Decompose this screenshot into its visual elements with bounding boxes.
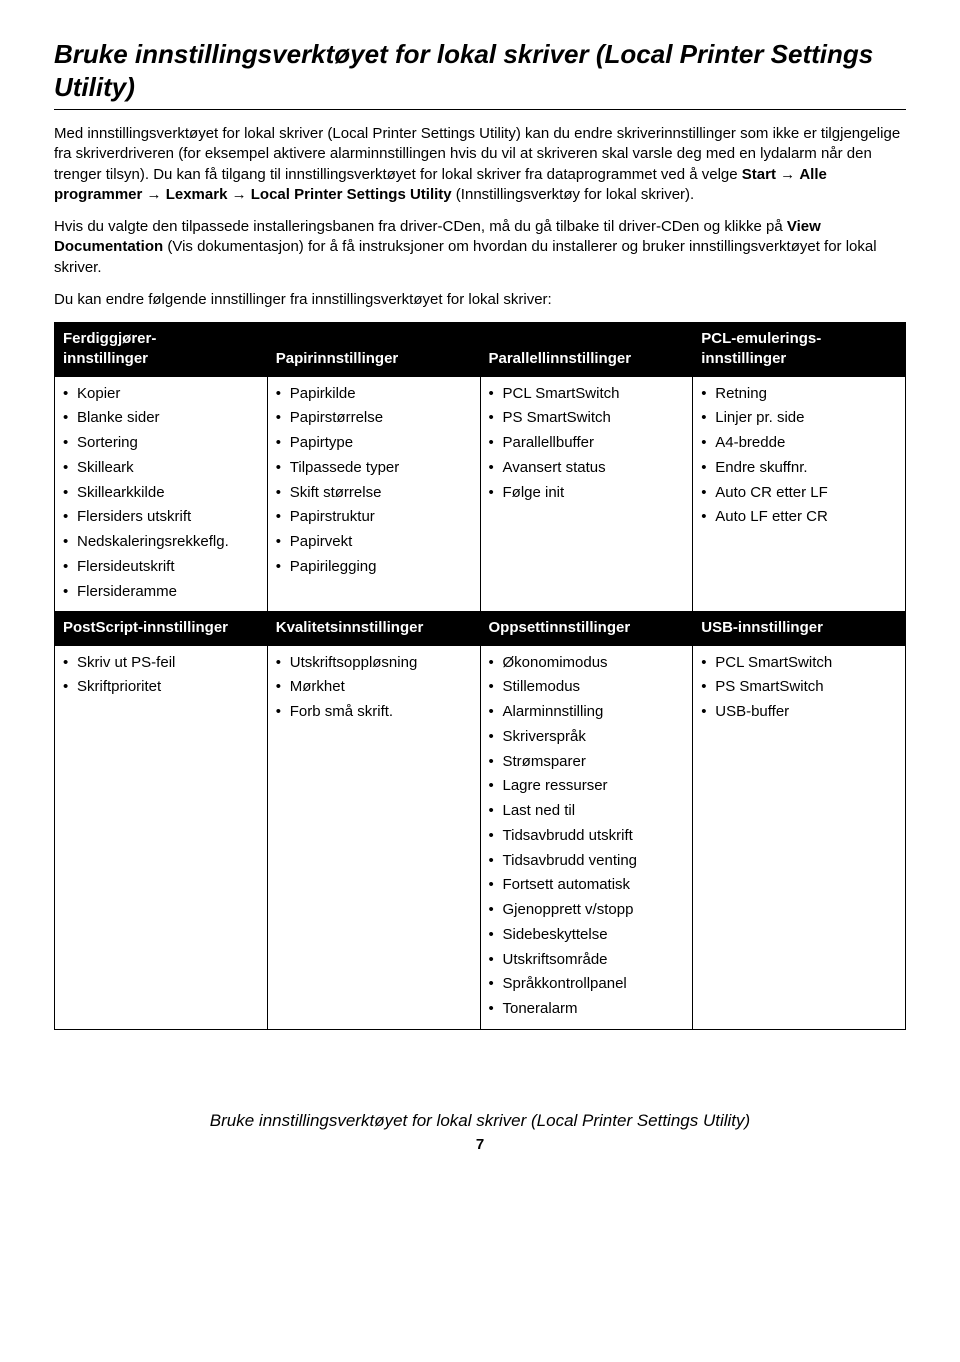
para2-post: (Vis dokumentasjon) for å få instruksjon… [54,238,877,275]
page-title: Bruke innstillingsverktøyet for lokal sk… [54,38,906,110]
header-ferdig: Ferdiggjører- innstillinger [55,323,268,377]
list-item: Følge init [489,482,685,504]
list-item: Sortering [63,432,259,454]
list-item: Tilpassede typer [276,457,472,479]
list-item: Linjer pr. side [701,407,897,429]
list-papir: PapirkildePapirstørrelse Papirtype Tilpass… [276,383,472,578]
lpsu-text: Local Printer Settings Utility [251,186,452,203]
data-row-1: KopierBlanke sider Sortering Skilleark Skil… [55,376,906,612]
list-item: Utskriftsområde [489,949,685,971]
list-item: Alarminnstilling [489,701,685,723]
list-item: Strømsparer [489,751,685,773]
list-item: Skriverspråk [489,726,685,748]
header-row-2: PostScript-innstillinger Kvalitetsinnsti… [55,612,906,645]
list-pcl: RetningLinjer pr. side A4-bredde Endre sku… [701,383,897,529]
list-item: PCL SmartSwitch [701,652,897,674]
list-item: PS SmartSwitch [489,407,685,429]
list-ferdig: KopierBlanke sider Sortering Skilleark Skil… [63,383,259,603]
paragraph-1: Med innstillingsverktøyet for lokal skri… [54,124,906,205]
list-item: Auto LF etter CR [701,506,897,528]
list-item: Stillemodus [489,676,685,698]
list-kvalitet: UtskriftsoppløsningMørkhet Forb små skrif… [276,652,472,723]
arrow1: → [776,166,799,183]
header-pcl: PCL-emulerings- innstillinger [693,323,906,377]
header-row-1: Ferdiggjører- innstillinger Papirinnstil… [55,323,906,377]
cell-ferdig: KopierBlanke sider Sortering Skilleark Skil… [55,376,268,612]
paragraph-3: Du kan endre følgende innstillinger fra … [54,290,906,310]
list-usb: PCL SmartSwitchPS SmartSwitch USB-buffer [701,652,897,723]
arrow3: → [227,186,250,203]
header-kvalitet: Kvalitetsinnstillinger [267,612,480,645]
list-item: Utskriftsoppløsning [276,652,472,674]
list-item: Skillearkkilde [63,482,259,504]
list-item: Nedskaleringsrekkeflg. [63,531,259,553]
header-usb: USB-innstillinger [693,612,906,645]
para2-pre: Hvis du valgte den tilpassede installeri… [54,218,787,235]
list-item: Skilleark [63,457,259,479]
list-item: Sidebeskyttelse [489,924,685,946]
list-item: Gjenopprett v/stopp [489,899,685,921]
cell-parallell: PCL SmartSwitchPS SmartSwitch Parallellbu… [480,376,693,612]
list-item: Last ned til [489,800,685,822]
list-oppsett: ØkonomimodusStillemodus Alarminnstilling S… [489,652,685,1020]
list-item: Papirstørrelse [276,407,472,429]
list-item: Skift størrelse [276,482,472,504]
settings-table: Ferdiggjører- innstillinger Papirinnstil… [54,322,906,1030]
list-item: Flersideramme [63,581,259,603]
cell-oppsett: ØkonomimodusStillemodus Alarminnstilling S… [480,645,693,1029]
cell-kvalitet: UtskriftsoppløsningMørkhet Forb små skrif… [267,645,480,1029]
page-number: 7 [54,1135,906,1155]
start-text: Start [742,166,776,183]
list-item: Papirilegging [276,556,472,578]
list-item: Toneralarm [489,998,685,1020]
list-item: Forb små skrift. [276,701,472,723]
cell-postscript: Skriv ut PS-feilSkriftprioritet [55,645,268,1029]
list-item: Mørkhet [276,676,472,698]
list-item: Parallellbuffer [489,432,685,454]
list-item: Tidsavbrudd venting [489,850,685,872]
list-item: Fortsett automatisk [489,874,685,896]
list-item: A4-bredde [701,432,897,454]
list-item: Endre skuffnr. [701,457,897,479]
data-row-2: Skriv ut PS-feilSkriftprioritet Utskrift… [55,645,906,1029]
list-item: Språkkontrollpanel [489,973,685,995]
header-oppsett: Oppsettinnstillinger [480,612,693,645]
list-item: Økonomimodus [489,652,685,674]
list-item: Avansert status [489,457,685,479]
list-item: Lagre ressurser [489,775,685,797]
list-item: USB-buffer [701,701,897,723]
list-item: Papirvekt [276,531,472,553]
list-item: Blanke sider [63,407,259,429]
list-item: Skriftprioritet [63,676,259,698]
list-parallell: PCL SmartSwitchPS SmartSwitch Parallellbu… [489,383,685,504]
list-item: Retning [701,383,897,405]
paragraph-2: Hvis du valgte den tilpassede installeri… [54,217,906,278]
arrow2: → [142,186,165,203]
list-item: Papirkilde [276,383,472,405]
list-item: Papirstruktur [276,506,472,528]
list-item: Flersiders utskrift [63,506,259,528]
cell-usb: PCL SmartSwitchPS SmartSwitch USB-buffer [693,645,906,1029]
header-papir: Papirinnstillinger [267,323,480,377]
list-item: Papirtype [276,432,472,454]
list-item: Auto CR etter LF [701,482,897,504]
list-item: Skriv ut PS-feil [63,652,259,674]
para1-post: (Innstillingsverktøy for lokal skriver). [452,186,695,203]
list-item: Flersideutskrift [63,556,259,578]
list-item: PS SmartSwitch [701,676,897,698]
list-postscript: Skriv ut PS-feilSkriftprioritet [63,652,259,699]
list-item: Tidsavbrudd utskrift [489,825,685,847]
list-item: Kopier [63,383,259,405]
cell-papir: PapirkildePapirstørrelse Papirtype Tilpass… [267,376,480,612]
list-item: PCL SmartSwitch [489,383,685,405]
header-postscript: PostScript-innstillinger [55,612,268,645]
lexmark-text: Lexmark [166,186,228,203]
header-parallell: Parallellinnstillinger [480,323,693,377]
cell-pcl: RetningLinjer pr. side A4-bredde Endre sku… [693,376,906,612]
footer-text: Bruke innstillingsverktøyet for lokal sk… [54,1110,906,1133]
